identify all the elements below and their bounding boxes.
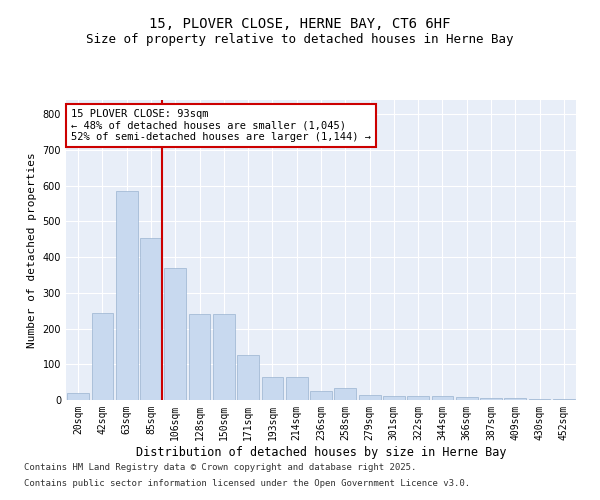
Bar	[310, 391, 332, 400]
Bar	[334, 388, 356, 400]
Text: Size of property relative to detached houses in Herne Bay: Size of property relative to detached ho…	[86, 32, 514, 46]
Bar	[456, 397, 478, 400]
Bar	[407, 396, 429, 400]
Text: Contains HM Land Registry data © Crown copyright and database right 2025.: Contains HM Land Registry data © Crown c…	[24, 464, 416, 472]
Bar	[383, 396, 405, 400]
X-axis label: Distribution of detached houses by size in Herne Bay: Distribution of detached houses by size …	[136, 446, 506, 458]
Bar	[67, 393, 89, 400]
Text: Contains public sector information licensed under the Open Government Licence v3: Contains public sector information licen…	[24, 478, 470, 488]
Bar	[480, 398, 502, 400]
Text: 15, PLOVER CLOSE, HERNE BAY, CT6 6HF: 15, PLOVER CLOSE, HERNE BAY, CT6 6HF	[149, 18, 451, 32]
Bar	[529, 398, 550, 400]
Y-axis label: Number of detached properties: Number of detached properties	[27, 152, 37, 348]
Bar	[164, 268, 186, 400]
Bar	[140, 238, 162, 400]
Bar	[116, 191, 137, 400]
Bar	[553, 399, 575, 400]
Text: 15 PLOVER CLOSE: 93sqm
← 48% of detached houses are smaller (1,045)
52% of semi-: 15 PLOVER CLOSE: 93sqm ← 48% of detached…	[71, 109, 371, 142]
Bar	[237, 356, 259, 400]
Bar	[505, 398, 526, 400]
Bar	[188, 314, 211, 400]
Bar	[262, 377, 283, 400]
Bar	[91, 312, 113, 400]
Bar	[359, 394, 380, 400]
Bar	[213, 314, 235, 400]
Bar	[286, 377, 308, 400]
Bar	[431, 396, 454, 400]
